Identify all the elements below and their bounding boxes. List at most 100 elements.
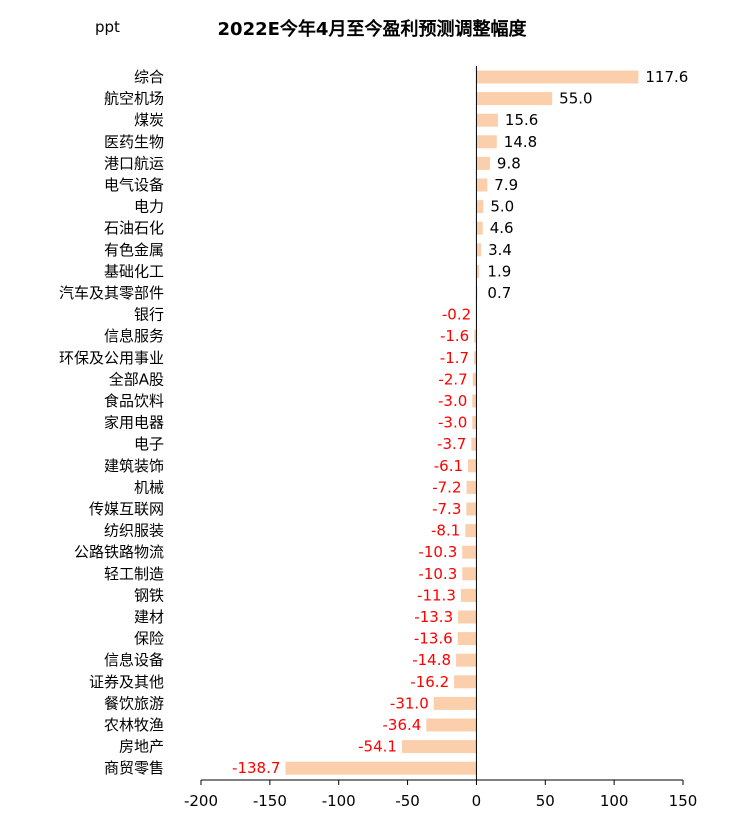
bar-33 [285, 761, 477, 775]
category-label: 农林牧渔 [104, 716, 164, 734]
value-label: 15.6 [505, 111, 538, 129]
category-label: 航空机场 [104, 90, 164, 108]
bar-30 [433, 696, 477, 710]
value-label: 9.8 [497, 154, 521, 172]
bar-25 [460, 588, 477, 602]
value-label: -16.2 [410, 673, 449, 691]
category-label: 有色金属 [104, 241, 164, 259]
bar-15 [472, 372, 477, 386]
value-label: 4.6 [490, 219, 514, 237]
value-label: -10.3 [418, 565, 457, 583]
value-label: -8.1 [431, 522, 460, 540]
bar-10 [476, 264, 480, 278]
category-label: 环保及公用事业 [59, 349, 164, 367]
bar-28 [456, 653, 477, 667]
category-label: 房地产 [119, 738, 164, 756]
bar-5 [476, 156, 490, 170]
category-label: 建筑装饰 [104, 457, 164, 475]
bar-26 [458, 610, 477, 624]
category-label: 电子 [134, 435, 164, 453]
category-label: 食品饮料 [104, 392, 164, 410]
category-label: 信息设备 [104, 651, 164, 669]
value-labels: 117.6 55.0 15.6 14.8 9.8 7.9 5.0 4.6 3.4 1.9 0.7 -0… [232, 68, 688, 777]
value-label: -0.2 [442, 306, 471, 324]
category-label: 公路铁路物流 [74, 543, 164, 561]
value-label: 55.0 [559, 90, 592, 108]
value-label: -10.3 [418, 543, 457, 561]
value-label: -31.0 [390, 694, 429, 712]
bars-group [285, 70, 639, 775]
category-label: 钢铁 [134, 586, 164, 604]
value-label: -1.6 [440, 327, 469, 345]
chart-title: 2022E今年4月至今盈利预测调整幅度 [218, 18, 528, 40]
value-label: -7.3 [432, 500, 461, 518]
bar-32 [401, 740, 477, 754]
value-label: -13.6 [414, 630, 453, 648]
value-label: -1.7 [440, 349, 469, 367]
value-label: 3.4 [488, 241, 512, 259]
category-label: 电气设备 [104, 176, 164, 194]
x-tick-label: -50 [395, 792, 420, 810]
bar-14 [474, 351, 477, 365]
category-label: 纺织服装 [104, 522, 164, 540]
bar-3 [476, 113, 498, 127]
x-tick-label: 0 [472, 792, 482, 810]
bar-4 [476, 135, 497, 149]
bar-29 [454, 675, 477, 689]
value-label: -3.0 [438, 414, 467, 432]
category-label: 全部A股 [109, 370, 164, 388]
bar-27 [457, 632, 477, 646]
x-tick-label: -200 [184, 792, 218, 810]
category-label: 电力 [134, 198, 164, 216]
value-label: 7.9 [494, 176, 518, 194]
category-label: 家用电器 [104, 414, 164, 432]
category-label: 商贸零售 [104, 759, 164, 777]
category-label: 保险 [134, 630, 164, 648]
bar-8 [476, 221, 483, 235]
bar-24 [462, 567, 477, 581]
bar-7 [476, 200, 484, 214]
bar-18 [471, 437, 477, 451]
category-label: 机械 [134, 478, 164, 496]
category-labels: 综合航空机场煤炭医药生物港口航运电气设备电力石油石化有色金属基础化工汽车及其零部… [59, 68, 164, 777]
bar-1 [476, 70, 639, 84]
x-tick-label: -100 [322, 792, 356, 810]
value-label: 14.8 [504, 133, 537, 151]
value-label: -6.1 [434, 457, 463, 475]
value-label: 0.7 [487, 284, 511, 302]
x-axis: -200 -150 -100 -50 0 50 100 150 [184, 66, 697, 810]
value-label: -11.3 [417, 586, 456, 604]
category-label: 信息服务 [104, 327, 164, 345]
category-label: 煤炭 [134, 111, 164, 129]
bar-17 [472, 416, 477, 430]
bar-19 [468, 459, 477, 473]
value-label: 1.9 [487, 262, 511, 280]
category-label: 传媒互联网 [89, 500, 164, 518]
bar-9 [476, 243, 482, 257]
bar-23 [462, 545, 477, 559]
value-label: -138.7 [232, 759, 280, 777]
category-label: 银行 [134, 306, 164, 324]
category-label: 建材 [134, 608, 164, 626]
category-label: 石油石化 [104, 219, 164, 237]
x-tick-label: -150 [253, 792, 287, 810]
value-label: -7.2 [432, 478, 461, 496]
category-label: 港口航运 [104, 154, 164, 172]
x-tick-label: 50 [536, 792, 555, 810]
unit-label: ppt [95, 18, 120, 36]
category-label: 餐饮旅游 [104, 694, 164, 712]
category-label: 证券及其他 [89, 673, 164, 691]
value-label: -14.8 [412, 651, 451, 669]
value-label: 117.6 [645, 68, 688, 86]
bar-20 [466, 480, 477, 494]
category-label: 汽车及其零部件 [59, 284, 164, 302]
category-label: 基础化工 [104, 262, 164, 280]
category-label: 综合 [134, 68, 164, 86]
category-label: 医药生物 [104, 133, 164, 151]
x-tick-label: 150 [669, 792, 698, 810]
value-label: -54.1 [358, 738, 397, 756]
bar-6 [476, 178, 488, 192]
value-label: -2.7 [438, 370, 467, 388]
bar-31 [426, 718, 477, 732]
